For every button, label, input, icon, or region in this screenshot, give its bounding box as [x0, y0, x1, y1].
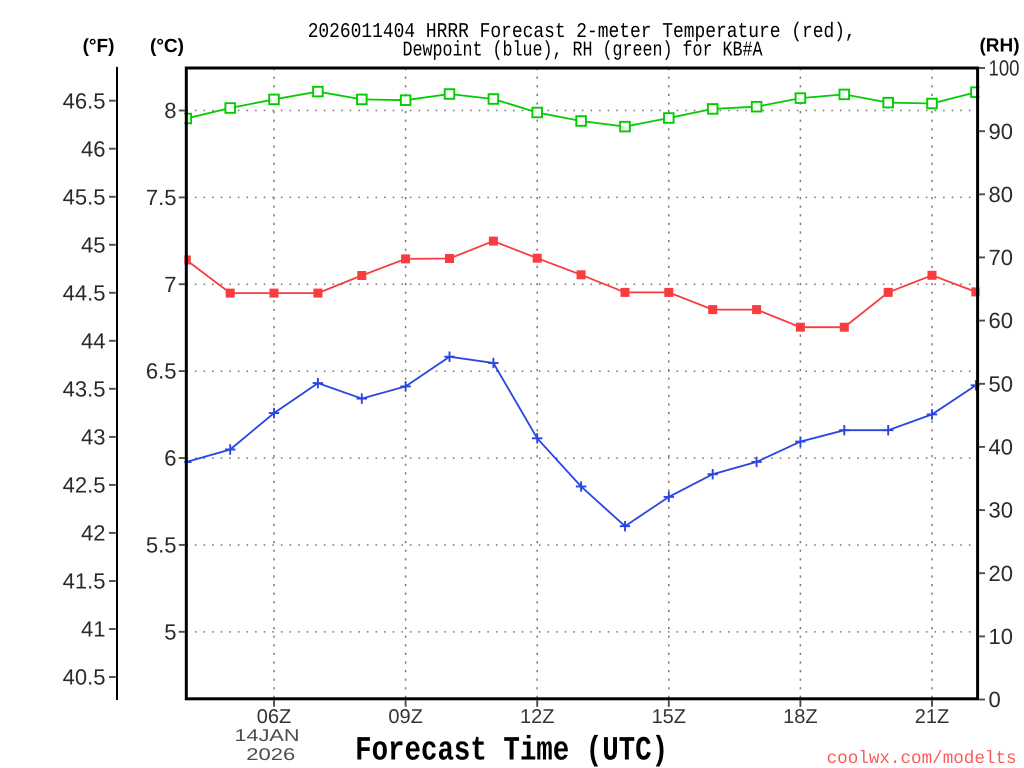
svg-text:43: 43	[81, 425, 105, 450]
svg-text:45.5: 45.5	[63, 184, 106, 209]
svg-text:15Z: 15Z	[652, 706, 686, 728]
svg-text:100: 100	[989, 56, 1020, 81]
svg-text:6.5: 6.5	[146, 359, 177, 384]
svg-text:6: 6	[164, 446, 176, 471]
svg-text:coolwx.com/modelts: coolwx.com/modelts	[827, 749, 1017, 768]
svg-text:0: 0	[989, 687, 1001, 712]
svg-text:44: 44	[81, 328, 105, 353]
svg-text:20: 20	[989, 561, 1013, 586]
svg-text:7.5: 7.5	[146, 185, 177, 210]
svg-text:41.5: 41.5	[63, 569, 106, 594]
svg-text:43.5: 43.5	[63, 376, 106, 401]
svg-text:Forecast Time (UTC): Forecast Time (UTC)	[355, 733, 668, 768]
svg-text:8: 8	[164, 98, 176, 123]
svg-text:5: 5	[164, 619, 176, 644]
svg-text:30: 30	[989, 498, 1013, 523]
svg-text:14JAN: 14JAN	[235, 726, 300, 745]
svg-text:40: 40	[989, 435, 1013, 460]
svg-text:2026: 2026	[246, 745, 295, 764]
svg-text:10: 10	[989, 624, 1013, 649]
svg-text:60: 60	[989, 308, 1013, 333]
svg-text:18Z: 18Z	[783, 706, 817, 728]
svg-text:21Z: 21Z	[915, 706, 949, 728]
svg-text:41: 41	[81, 617, 105, 642]
svg-text:42.5: 42.5	[63, 473, 106, 498]
svg-text:(°F): (°F)	[83, 36, 115, 57]
svg-text:09Z: 09Z	[388, 706, 422, 728]
svg-text:46: 46	[81, 136, 105, 161]
svg-text:(°C): (°C)	[150, 36, 184, 57]
svg-text:50: 50	[989, 371, 1013, 396]
svg-text:45: 45	[81, 232, 105, 257]
svg-text:5.5: 5.5	[146, 533, 177, 558]
svg-text:12Z: 12Z	[520, 706, 554, 728]
svg-text:(RH): (RH)	[979, 36, 1019, 57]
svg-text:06Z: 06Z	[257, 706, 291, 728]
svg-text:44.5: 44.5	[63, 280, 106, 305]
svg-text:7: 7	[164, 272, 176, 297]
svg-text:Dewpoint (blue), RH (green) fo: Dewpoint (blue), RH (green) for KB#A	[403, 40, 763, 63]
svg-text:2026011404 HRRR Forecast 2-met: 2026011404 HRRR Forecast 2-meter Tempera…	[308, 21, 856, 44]
svg-text:70: 70	[989, 245, 1013, 270]
svg-text:80: 80	[989, 182, 1013, 207]
svg-text:40.5: 40.5	[63, 665, 106, 690]
svg-text:90: 90	[989, 119, 1013, 144]
svg-text:42: 42	[81, 521, 105, 546]
svg-text:46.5: 46.5	[63, 88, 106, 113]
